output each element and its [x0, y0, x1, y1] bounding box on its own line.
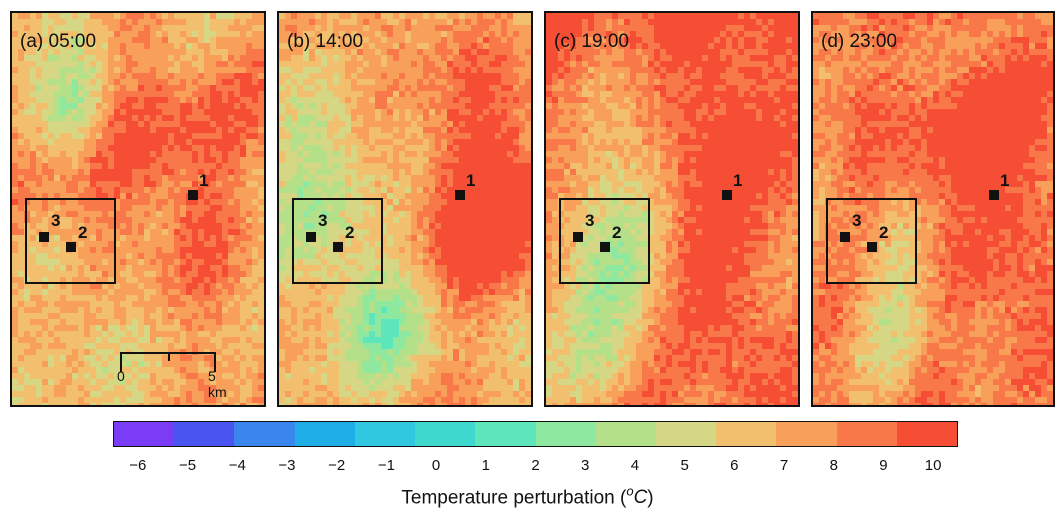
- colorbar-label-suffix: ): [647, 487, 654, 509]
- colorbar: [113, 421, 958, 447]
- site-label: 1: [733, 171, 743, 190]
- temperature-field: [813, 13, 1053, 405]
- panel-title: (c) 19:00: [554, 31, 629, 52]
- colorbar-segment: [535, 422, 596, 446]
- colorbar-tick-label: −5: [178, 457, 197, 474]
- colorbar-segment: [294, 422, 355, 446]
- colorbar-segment: [234, 422, 295, 446]
- colorbar-tick-label: 1: [481, 457, 490, 474]
- colorbar-segment: [776, 422, 837, 446]
- site-label: 2: [879, 223, 889, 242]
- temperature-field: [546, 13, 798, 405]
- panel-title: (d) 23:00: [821, 31, 898, 52]
- site-marker: [867, 242, 877, 252]
- colorbar-tick-label: 10: [924, 457, 942, 474]
- colorbar-tick-label: −2: [328, 457, 346, 474]
- colorbar-tick-label: 3: [581, 457, 590, 474]
- study-area-box: [826, 198, 917, 284]
- study-area-box: [25, 198, 116, 284]
- site-marker: [573, 232, 583, 242]
- site-marker: [306, 232, 316, 242]
- site-label: 2: [612, 223, 622, 242]
- colorbar-segment: [836, 422, 897, 446]
- site-label: 3: [318, 211, 328, 230]
- colorbar-segment: [354, 422, 416, 446]
- colorbar-tick-label: 0: [431, 457, 441, 474]
- colorbar-segment: [415, 422, 476, 446]
- site-marker: [66, 242, 76, 252]
- scale-bar-tick: [168, 352, 170, 361]
- colorbar-segment: [114, 422, 175, 446]
- site-label: 3: [51, 211, 61, 230]
- panel-title: (a) 05:00: [20, 31, 97, 52]
- site-marker: [39, 232, 49, 242]
- colorbar-segment: [896, 422, 958, 446]
- colorbar-tick-label: −4: [228, 457, 246, 474]
- site-label: 2: [345, 223, 355, 242]
- colorbar-label-prefix: Temperature perturbation (: [401, 487, 627, 509]
- colorbar-segment: [475, 422, 536, 446]
- site-label: 1: [199, 171, 209, 190]
- site-label: 2: [78, 223, 88, 242]
- scale-bar-tick: [120, 352, 122, 372]
- site-marker: [455, 190, 465, 200]
- site-label: 3: [852, 211, 862, 230]
- site-label: 1: [466, 171, 476, 190]
- colorbar-tick-label: −6: [129, 457, 147, 474]
- scale-bar-start-label: 0: [117, 368, 125, 384]
- colorbar-tick-label: 9: [879, 457, 888, 474]
- colorbar-tick-label: 6: [730, 457, 739, 474]
- colorbar-segment: [655, 422, 717, 446]
- colorbar-tick-label: 2: [531, 457, 540, 474]
- scale-bar-end-label: 5 km: [208, 368, 227, 400]
- temperature-field: [12, 13, 264, 405]
- temperature-field: [279, 13, 531, 405]
- colorbar-segment: [595, 422, 656, 446]
- site-marker: [333, 242, 343, 252]
- colorbar-tick-label: 7: [779, 457, 789, 474]
- scale-bar-tick: [214, 352, 216, 372]
- scale-bar: 0 5 km: [117, 340, 227, 400]
- colorbar-tick-label: −1: [377, 457, 395, 474]
- site-marker: [188, 190, 198, 200]
- study-area-box: [559, 198, 650, 284]
- panel-title: (b) 14:00: [287, 31, 364, 52]
- colorbar-label: Temperature perturbation (oC): [0, 484, 1055, 509]
- colorbar-segment: [716, 422, 777, 446]
- study-area-box: [292, 198, 383, 284]
- colorbar-tick-label: 8: [829, 457, 838, 474]
- site-marker: [989, 190, 999, 200]
- colorbar-label-unit-sup: o: [626, 484, 634, 499]
- site-marker: [722, 190, 732, 200]
- colorbar-segment: [174, 422, 235, 446]
- colorbar-tick-label: 4: [630, 457, 640, 474]
- colorbar-tick-label: 5: [680, 457, 689, 474]
- site-marker: [840, 232, 850, 242]
- colorbar-label-unit: C: [633, 487, 648, 509]
- site-label: 3: [585, 211, 595, 230]
- site-marker: [600, 242, 610, 252]
- site-label: 1: [1000, 171, 1010, 190]
- colorbar-tick-label: −3: [278, 457, 296, 474]
